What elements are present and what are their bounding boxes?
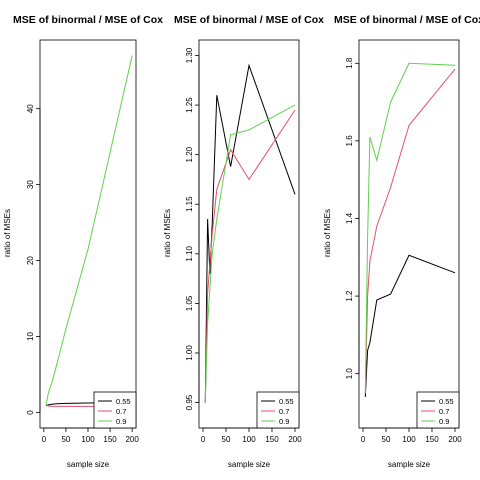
x-tick-label: 100 bbox=[81, 435, 95, 444]
x-tick-label: 150 bbox=[425, 435, 439, 444]
legend-box bbox=[256, 391, 300, 429]
plot-frame bbox=[198, 39, 300, 429]
legend-label: 0.9 bbox=[279, 417, 289, 426]
series-line-0-7 bbox=[204, 109, 296, 403]
x-tick-label: 200 bbox=[125, 435, 139, 444]
x-tick-label: 0 bbox=[201, 435, 206, 444]
y-tick-label: 1.0 bbox=[345, 368, 354, 380]
series-line-0-55 bbox=[364, 254, 456, 398]
y-tick-label: 10 bbox=[26, 332, 35, 341]
chart-panel-1: MSE of binormal / MSE of Cox sample size… bbox=[3, 14, 163, 469]
chart-marks: 0 50 100 150 200 0 10 20 30 40 0.550.70.9 bbox=[26, 39, 139, 444]
y-tick-label: 1.30 bbox=[185, 47, 194, 63]
legend-label: 0.9 bbox=[116, 417, 126, 426]
y-tick-label: 1.00 bbox=[185, 345, 194, 361]
y-tick-label: 1.25 bbox=[185, 97, 194, 113]
legend-label: 0.55 bbox=[439, 397, 454, 406]
y-tick-label: 30 bbox=[26, 180, 35, 189]
series-line-0-55 bbox=[204, 63, 296, 403]
y-tick-label: 40 bbox=[26, 104, 35, 113]
y-tick-label: 1.6 bbox=[345, 135, 354, 147]
series-line-0-9 bbox=[204, 104, 296, 403]
y-tick-label: 1.8 bbox=[345, 57, 354, 69]
y-axis-label: ratio of MSEs bbox=[163, 209, 172, 257]
chart-panel-3: MSE of binormal / MSE of Cox sample size… bbox=[323, 14, 480, 469]
x-tick-label: 50 bbox=[222, 435, 231, 444]
x-axis-label: sample size bbox=[67, 460, 110, 469]
legend-label: 0.7 bbox=[116, 407, 126, 416]
chart-marks: 0 50 100 150 200 0.95 1.00 1.05 1.10 1.15 1.20 1.25… bbox=[185, 39, 302, 444]
chart-title: MSE of binormal / MSE of Cox bbox=[334, 14, 480, 26]
series-line-0-55 bbox=[45, 402, 133, 407]
x-tick-label: 150 bbox=[265, 435, 279, 444]
y-tick-label: 0 bbox=[26, 410, 35, 415]
y-tick-label: 1.4 bbox=[345, 212, 354, 224]
plot-frame bbox=[358, 39, 460, 429]
x-tick-label: 0 bbox=[361, 435, 366, 444]
y-axis-label: ratio of MSEs bbox=[323, 209, 332, 257]
x-tick-label: 0 bbox=[42, 435, 47, 444]
y-tick-label: 1.10 bbox=[185, 245, 194, 261]
legend-label: 0.7 bbox=[439, 407, 449, 416]
x-tick-label: 100 bbox=[242, 435, 256, 444]
x-tick-label: 50 bbox=[382, 435, 391, 444]
y-tick-label: 1.20 bbox=[185, 146, 194, 162]
legend-label: 0.7 bbox=[279, 407, 289, 416]
series-line-0-9 bbox=[364, 62, 456, 394]
y-tick-label: 1.15 bbox=[185, 196, 194, 212]
legend-box bbox=[93, 391, 137, 429]
chart-title: MSE of binormal / MSE of Cox bbox=[174, 14, 324, 26]
series-line-0-7 bbox=[364, 68, 456, 394]
x-tick-label: 200 bbox=[288, 435, 302, 444]
x-axis-label: sample size bbox=[388, 460, 431, 469]
x-tick-label: 200 bbox=[448, 435, 462, 444]
y-tick-label: 1.05 bbox=[185, 295, 194, 311]
legend-box bbox=[416, 391, 460, 429]
x-axis-label: sample size bbox=[228, 460, 271, 469]
chart-marks: 0 50 100 150 200 1.0 1.2 1.4 1.6 1.8 0.550.70.9 bbox=[345, 39, 462, 444]
series-line-0-9 bbox=[45, 55, 133, 405]
legend-label: 0.9 bbox=[439, 417, 449, 426]
chart-title: MSE of binormal / MSE of Cox bbox=[13, 14, 163, 26]
x-tick-label: 50 bbox=[61, 435, 70, 444]
x-tick-label: 100 bbox=[402, 435, 416, 444]
y-tick-label: 20 bbox=[26, 256, 35, 265]
y-tick-label: 1.2 bbox=[345, 290, 354, 302]
legend-label: 0.55 bbox=[279, 397, 294, 406]
x-tick-label: 150 bbox=[103, 435, 117, 444]
y-tick-label: 0.95 bbox=[185, 394, 194, 410]
series-line-0-7 bbox=[45, 404, 133, 407]
y-axis-label: ratio of MSEs bbox=[3, 209, 12, 257]
chart-panel-2: MSE of binormal / MSE of Cox sample size… bbox=[163, 14, 324, 469]
legend-label: 0.55 bbox=[116, 397, 131, 406]
plot-frame bbox=[39, 39, 137, 429]
